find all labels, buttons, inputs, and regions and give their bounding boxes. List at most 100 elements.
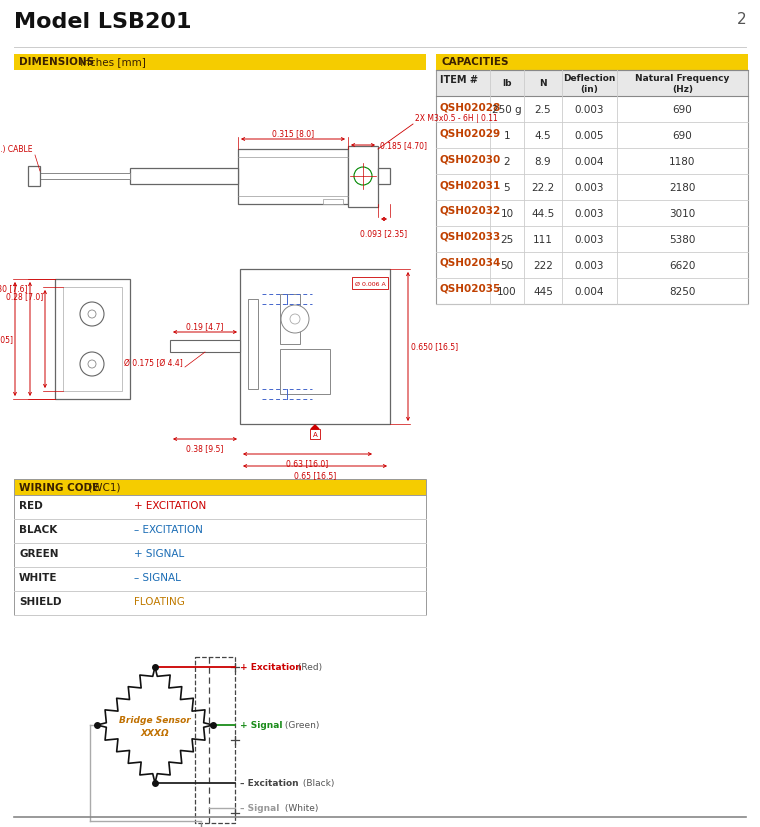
Text: QSH02032: QSH02032 — [440, 206, 502, 216]
Text: 0.38 [9.5]: 0.38 [9.5] — [186, 443, 223, 452]
Bar — [14, 55, 426, 71]
Bar — [248, 299, 258, 390]
Text: Ø 0.085 [Ø 2.2] (NOM.) CABLE: Ø 0.085 [Ø 2.2] (NOM.) CABLE — [0, 145, 33, 154]
Text: XXXΩ: XXXΩ — [141, 729, 169, 738]
Text: 0.004: 0.004 — [575, 157, 604, 167]
Text: BLACK: BLACK — [19, 524, 57, 534]
Text: 3010: 3010 — [670, 208, 695, 218]
Text: 2: 2 — [504, 157, 510, 167]
Text: 0.315 [8.0]: 0.315 [8.0] — [272, 129, 314, 138]
Circle shape — [88, 311, 96, 318]
Text: RED: RED — [19, 500, 43, 510]
Text: QSH02028: QSH02028 — [440, 102, 502, 112]
Circle shape — [290, 314, 300, 325]
Bar — [436, 71, 748, 304]
Text: 0.003: 0.003 — [575, 183, 604, 193]
Text: QSH02034: QSH02034 — [440, 258, 502, 268]
Text: – Signal: – Signal — [240, 804, 280, 812]
Circle shape — [80, 352, 104, 376]
Text: 0.185 [4.70]: 0.185 [4.70] — [380, 141, 427, 151]
Circle shape — [80, 303, 104, 327]
Text: QSH02030: QSH02030 — [440, 154, 502, 164]
Text: Ø 0.006 A: Ø 0.006 A — [355, 281, 385, 286]
Bar — [40, 174, 130, 179]
Text: + SIGNAL: + SIGNAL — [134, 548, 184, 558]
Text: 50: 50 — [500, 261, 514, 270]
Text: (Red): (Red) — [295, 662, 322, 672]
Text: Deflection
(in): Deflection (in) — [563, 74, 616, 94]
Bar — [280, 294, 300, 345]
Text: 0.003: 0.003 — [575, 261, 604, 270]
Text: 8.9: 8.9 — [535, 157, 551, 167]
Bar — [14, 480, 426, 615]
Bar — [238, 150, 348, 205]
Text: CAPACITIES: CAPACITIES — [441, 57, 508, 67]
Text: 2: 2 — [736, 12, 746, 27]
Text: Natural Frequency
(Hz): Natural Frequency (Hz) — [635, 74, 730, 94]
Text: 4.5: 4.5 — [535, 131, 551, 141]
Bar — [240, 270, 390, 424]
Text: (White): (White) — [282, 804, 318, 812]
Text: 5380: 5380 — [670, 235, 695, 245]
Text: 10: 10 — [500, 208, 514, 218]
Text: 0.19 [4.7]: 0.19 [4.7] — [186, 322, 223, 331]
Text: Model LSB201: Model LSB201 — [14, 12, 192, 32]
Circle shape — [281, 306, 309, 333]
Text: – Excitation: – Excitation — [240, 778, 299, 787]
Bar — [378, 169, 390, 184]
Text: 1180: 1180 — [670, 157, 695, 167]
Text: Ø 0.175 [Ø 4.4]: Ø 0.175 [Ø 4.4] — [124, 359, 183, 367]
Text: QSH02031: QSH02031 — [440, 179, 502, 189]
Text: 1: 1 — [504, 131, 510, 141]
Text: (Green): (Green) — [282, 720, 319, 729]
Text: 0.650 [16.5]: 0.650 [16.5] — [411, 342, 458, 351]
Bar — [63, 288, 122, 391]
Text: N: N — [539, 79, 546, 88]
Text: lb: lb — [502, 79, 511, 88]
Circle shape — [354, 168, 372, 186]
Text: SHIELD: SHIELD — [19, 596, 62, 606]
Text: + Signal: + Signal — [240, 720, 283, 729]
Text: + Excitation: + Excitation — [240, 662, 302, 672]
Text: FLOATING: FLOATING — [134, 596, 185, 606]
Text: 0.65 [16.5]: 0.65 [16.5] — [294, 471, 336, 480]
Text: QSH02033: QSH02033 — [440, 232, 502, 241]
Text: (Black): (Black) — [300, 778, 334, 787]
Text: – EXCITATION: – EXCITATION — [134, 524, 203, 534]
Text: 690: 690 — [673, 105, 692, 115]
Bar — [55, 280, 130, 399]
Text: 0.28 [7.0]: 0.28 [7.0] — [6, 292, 43, 301]
Text: 0.003: 0.003 — [575, 235, 604, 245]
Text: 445: 445 — [533, 287, 553, 297]
Text: QSH02035: QSH02035 — [440, 284, 502, 294]
Text: 8250: 8250 — [670, 287, 695, 297]
Text: 0.005: 0.005 — [575, 131, 604, 141]
Bar — [323, 200, 343, 205]
Text: QSH02029: QSH02029 — [440, 128, 501, 138]
Text: (WC1): (WC1) — [85, 482, 121, 492]
Text: + EXCITATION: + EXCITATION — [134, 500, 206, 510]
Text: 5: 5 — [504, 183, 510, 193]
Bar — [280, 350, 330, 394]
Polygon shape — [311, 425, 319, 429]
Text: – SIGNAL: – SIGNAL — [134, 572, 181, 582]
Text: 690: 690 — [673, 131, 692, 141]
Text: inches [mm]: inches [mm] — [77, 57, 146, 67]
Bar — [348, 147, 378, 208]
Text: 0.30 [7.6]: 0.30 [7.6] — [0, 284, 28, 293]
Text: 250 g: 250 g — [492, 105, 522, 115]
Text: 0.093 [2.35]: 0.093 [2.35] — [360, 229, 407, 237]
Bar — [130, 169, 238, 184]
Text: ITEM #: ITEM # — [440, 75, 478, 85]
Text: 44.5: 44.5 — [531, 208, 555, 218]
Text: 0.004: 0.004 — [575, 287, 604, 297]
Text: GREEN: GREEN — [19, 548, 59, 558]
Text: Bridge Sensor: Bridge Sensor — [119, 715, 191, 724]
Bar — [436, 55, 748, 71]
Bar — [436, 71, 748, 97]
Bar — [310, 429, 320, 439]
Bar — [28, 167, 40, 187]
Text: 0.750 [19.05]: 0.750 [19.05] — [0, 335, 13, 344]
Text: WIRING CODE: WIRING CODE — [19, 482, 100, 492]
Text: 6620: 6620 — [670, 261, 695, 270]
